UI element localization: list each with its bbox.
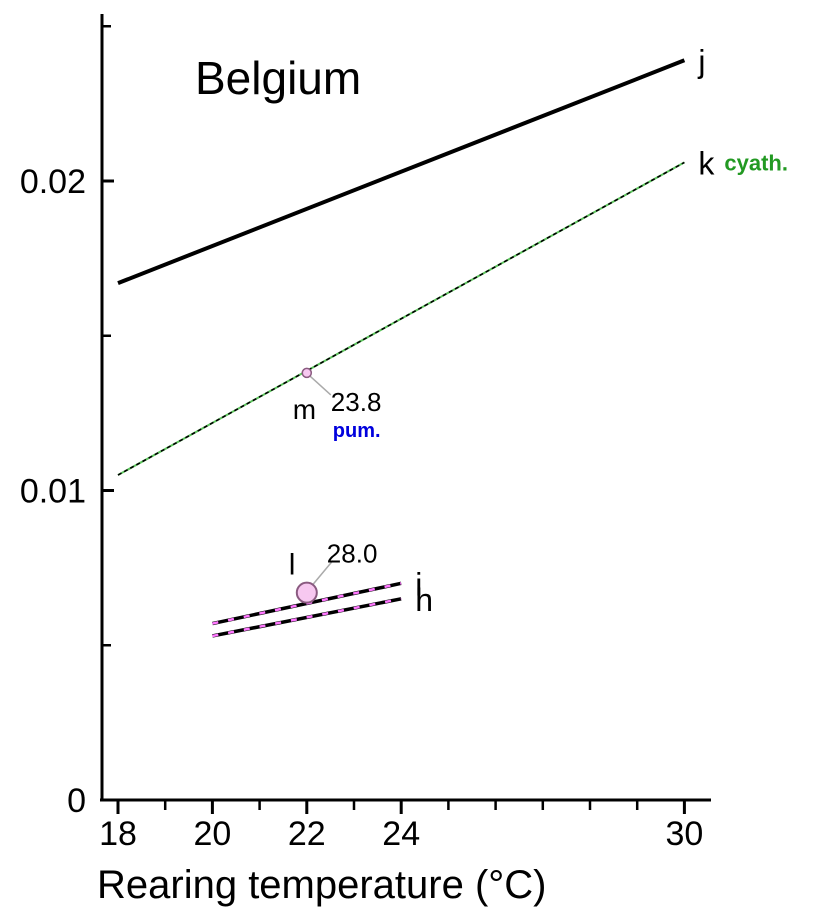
point-label-m: m [293,394,316,425]
series-note-k: cyath. [724,150,788,175]
axis-ticks: 18 20 22 24 30 0 0.01 0.02 [20,25,703,853]
y-tick-label: 0 [67,782,86,820]
point-marker-m [301,367,313,379]
series-k: k cyath. [117,145,788,476]
x-tick-label: 18 [99,815,137,853]
y-tick-label: 0.01 [20,473,86,511]
point-value-m: 23.8 [331,387,382,417]
point-label-l: l [289,549,296,582]
series-j: j [117,43,706,285]
series-h: h [212,582,433,638]
point-marker-l [295,581,318,604]
point-note-m: pum. [333,420,381,442]
chart-title: Belgium [195,52,361,104]
series-line-j [117,58,686,285]
x-tick-label: 20 [193,815,231,853]
x-tick-label: 30 [665,815,703,853]
point-leader-l [312,560,334,586]
x-tick-label: 22 [288,815,326,853]
series-line-h-accent [212,597,402,638]
point-value-l: 28.0 [327,539,378,569]
x-axis-label: Rearing temperature (°C) [97,863,547,907]
point-l: l 28.0 [289,539,378,604]
point-m: m 23.8 pum. [293,367,382,442]
series-layer: j k cyath. ih [117,43,788,638]
series-label-h: h [415,582,433,618]
series-label-k: k [698,145,715,181]
x-tick-label: 24 [382,815,420,853]
points-layer: m 23.8 pum. l 28.0 [289,367,382,604]
series-label-i: i [415,566,422,602]
point-leader-m [309,375,332,396]
series-label-j: j [697,43,705,79]
y-tick-label: 0.02 [20,163,86,201]
series-line-k [117,161,685,476]
